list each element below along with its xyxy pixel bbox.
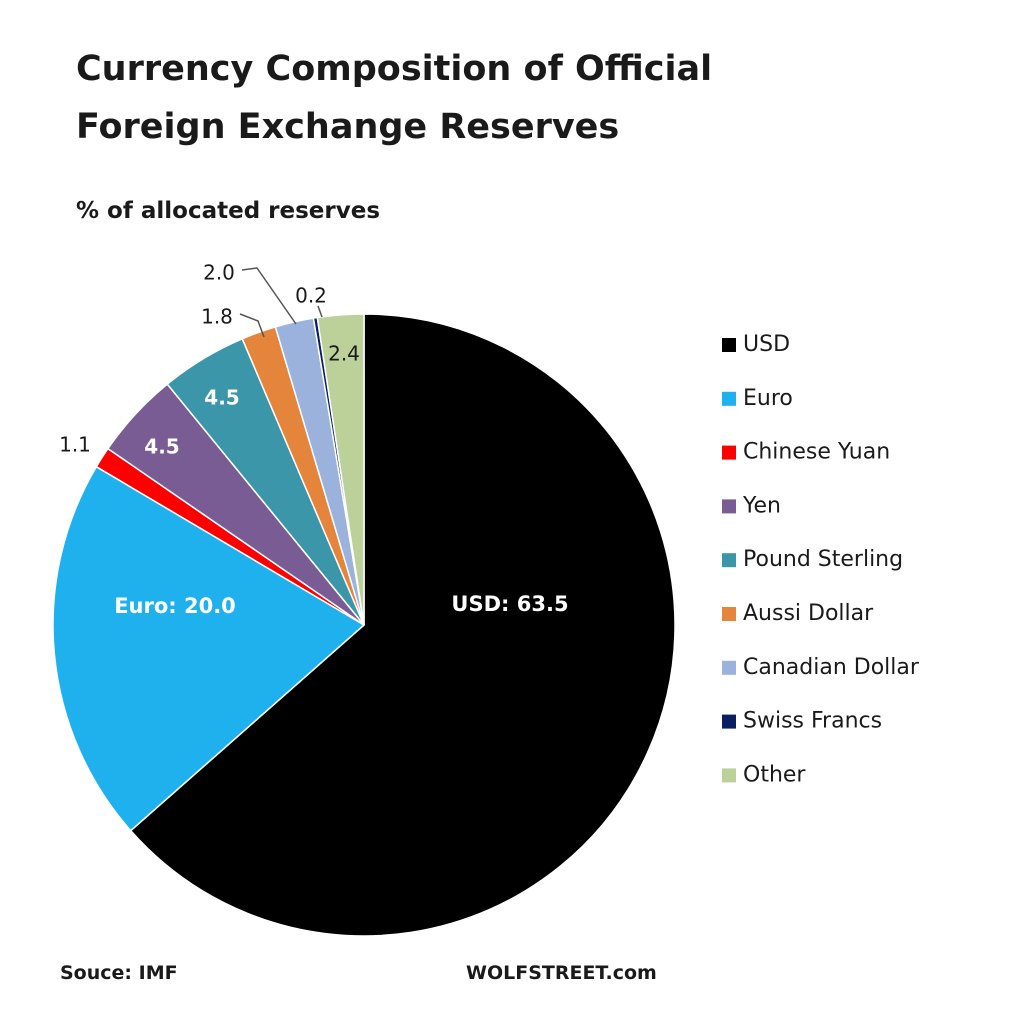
legend-item-usd: USD bbox=[722, 332, 790, 357]
legend-label-swiss-francs: Swiss Francs bbox=[743, 709, 882, 734]
data-label-chinese-yuan: 1.1 bbox=[59, 433, 91, 457]
legend-swatch-usd bbox=[722, 338, 736, 352]
leader-line-canadian-dollar bbox=[241, 267, 297, 325]
legend-swatch-pound-sterling bbox=[722, 553, 736, 568]
legend-swatch-swiss-francs bbox=[722, 714, 736, 729]
pie-slice-other bbox=[316, 313, 365, 626]
legend-label-canadian-dollar: Canadian Dollar bbox=[743, 655, 920, 680]
data-label-aussi-dollar: 1.8 bbox=[201, 305, 233, 329]
legend-label-chinese-yuan: Chinese Yuan bbox=[743, 440, 890, 465]
legend-swatch-other bbox=[722, 768, 736, 783]
leader-line-swiss-francs bbox=[317, 305, 323, 318]
legend-swatch-yen bbox=[722, 499, 736, 514]
legend-item-chinese-yuan: Chinese Yuan bbox=[722, 440, 890, 465]
legend-item-pound-sterling: Pound Sterling bbox=[722, 547, 903, 572]
legend-label-usd: USD bbox=[743, 332, 790, 357]
legend-item-yen: Yen bbox=[722, 493, 781, 518]
data-label-usd: USD: 63.5 bbox=[451, 592, 568, 616]
data-label-canadian-dollar: 2.0 bbox=[203, 261, 235, 285]
chart-title: Currency Composition of Official Foreign… bbox=[76, 49, 713, 147]
data-label-euro: Euro: 20.0 bbox=[114, 594, 236, 618]
legend-item-aussi-dollar: Aussi Dollar bbox=[722, 601, 874, 626]
source-note: Souce: IMF bbox=[60, 962, 178, 984]
pie-slice-euro bbox=[52, 465, 366, 832]
legend-swatch-aussi-dollar bbox=[722, 607, 736, 621]
chart-subtitle: % of allocated reserves bbox=[76, 198, 381, 224]
legend-swatch-euro bbox=[722, 391, 736, 406]
brand-credit: WOLFSTREET.com bbox=[466, 962, 657, 984]
legend-item-swiss-francs: Swiss Francs bbox=[722, 709, 882, 734]
data-label-yen: 4.5 bbox=[144, 435, 179, 459]
legend-swatch-chinese-yuan bbox=[722, 445, 736, 460]
legend-swatch-canadian-dollar bbox=[722, 660, 736, 675]
legend-label-other: Other bbox=[743, 762, 806, 787]
legend-label-pound-sterling: Pound Sterling bbox=[743, 547, 903, 572]
leader-line-aussi-dollar bbox=[239, 313, 265, 338]
pie-slice-usd bbox=[129, 313, 676, 937]
legend-item-euro: Euro bbox=[722, 386, 793, 411]
legend-item-canadian-dollar: Canadian Dollar bbox=[722, 655, 920, 680]
legend-label-aussi-dollar: Aussi Dollar bbox=[743, 601, 874, 626]
data-label-other: 2.4 bbox=[328, 342, 360, 366]
data-label-pound-sterling: 4.5 bbox=[204, 386, 239, 410]
legend-label-yen: Yen bbox=[742, 493, 781, 518]
data-label-swiss-francs: 0.2 bbox=[295, 284, 327, 308]
legend-item-other: Other bbox=[722, 762, 806, 787]
legend-label-euro: Euro bbox=[743, 386, 793, 411]
